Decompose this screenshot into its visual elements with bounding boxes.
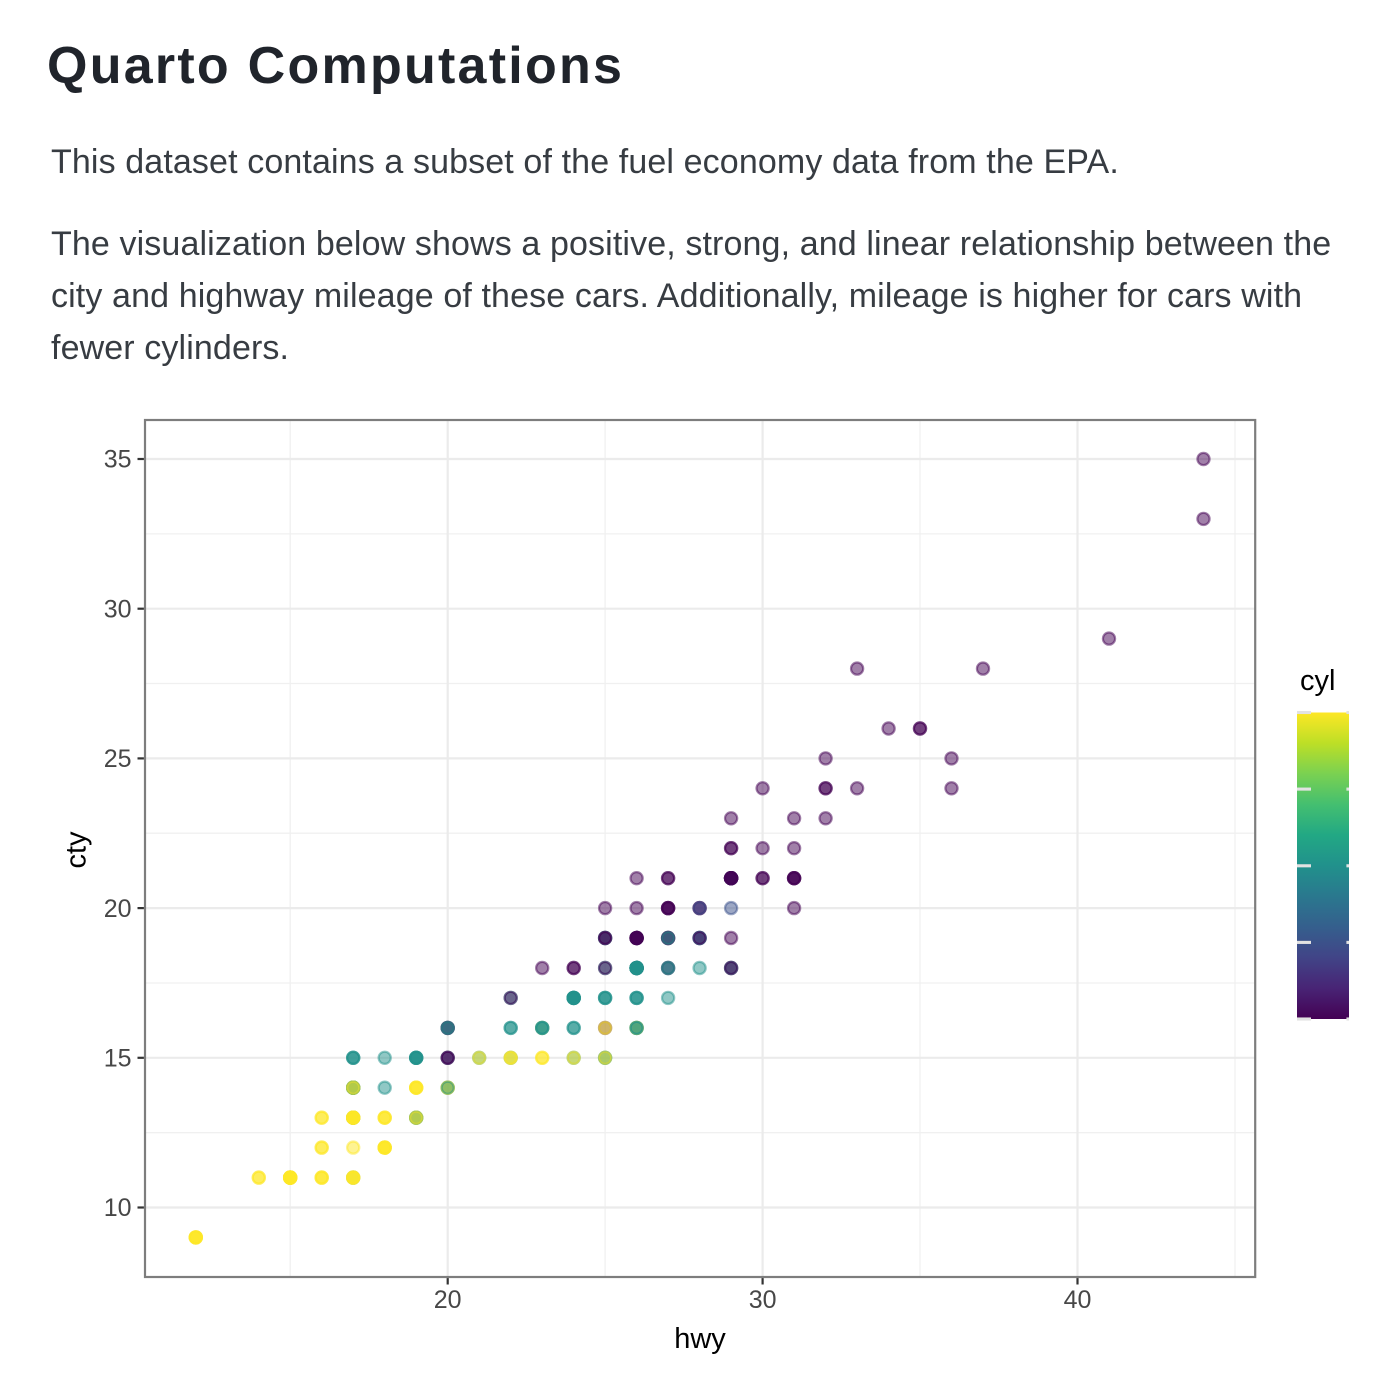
svg-text:10: 10 (104, 1194, 132, 1222)
svg-text:15: 15 (104, 1045, 132, 1073)
svg-text:40: 40 (1064, 1286, 1092, 1314)
svg-text:hwy: hwy (674, 1323, 726, 1355)
svg-text:20: 20 (104, 895, 132, 923)
svg-text:30: 30 (749, 1286, 777, 1314)
svg-text:cty: cty (61, 831, 93, 869)
svg-text:25: 25 (104, 745, 132, 773)
svg-text:30: 30 (104, 595, 132, 623)
svg-text:20: 20 (434, 1286, 462, 1314)
svg-text:35: 35 (104, 446, 132, 474)
svg-text:cyl: cyl (1300, 665, 1335, 697)
